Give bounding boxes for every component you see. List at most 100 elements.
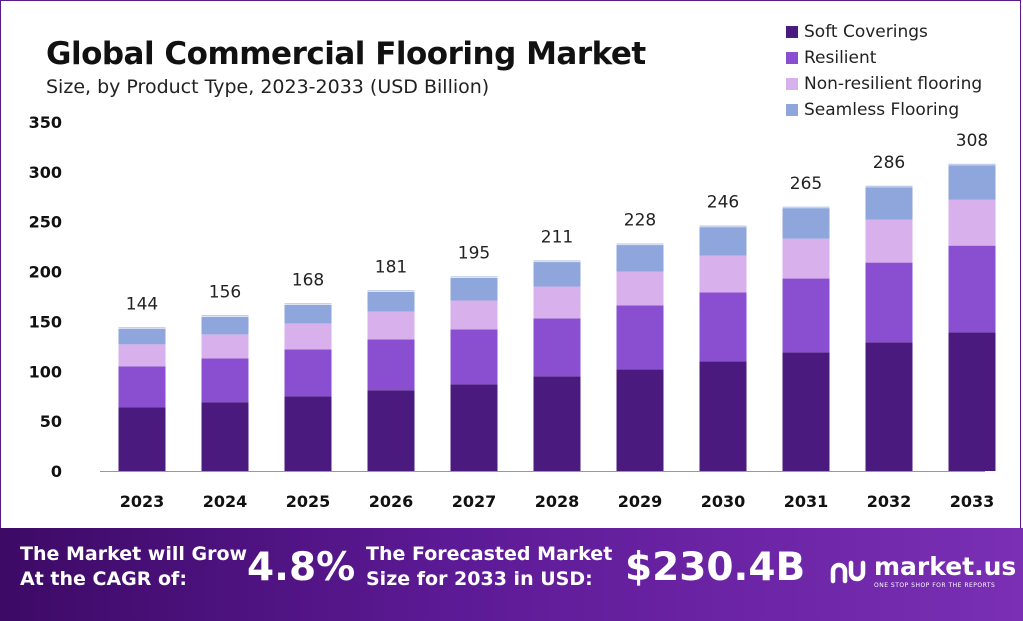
bar-segment [533, 376, 581, 471]
bar-segment [948, 245, 996, 333]
bar-segment [367, 311, 415, 340]
y-tick-label: 50 [40, 412, 62, 431]
x-tick-label: 2032 [867, 492, 912, 511]
cagr-label-line1: The Market will Grow [20, 543, 248, 565]
forecast-label-line1: The Forecasted Market [366, 543, 613, 565]
x-tick-label: 2023 [120, 492, 165, 511]
legend-label: Soft Coverings [804, 22, 928, 42]
cagr-value: 4.8% [247, 545, 356, 590]
y-tick-label: 0 [51, 462, 62, 481]
total-label: 181 [375, 258, 407, 278]
total-label: 308 [956, 131, 988, 151]
x-tick-label: 2024 [203, 492, 248, 511]
total-label: 246 [707, 193, 739, 213]
chart-subtitle: Size, by Product Type, 2023-2033 (USD Bi… [46, 76, 490, 98]
bar-segment [284, 349, 332, 397]
bar-segment [201, 402, 249, 471]
bar-segment [450, 329, 498, 385]
y-tick-label: 100 [29, 362, 62, 381]
bar-segment [865, 342, 913, 471]
bar-segment [616, 305, 664, 370]
cagr-label: The Market will Grow At the CAGR of: [20, 542, 247, 592]
bar-segment [118, 344, 166, 367]
bar-segment [865, 185, 913, 220]
logo-tagline: ONE STOP SHOP FOR THE REPORTS [874, 582, 996, 589]
y-tick-label: 250 [29, 213, 62, 232]
bar-segment [948, 163, 996, 200]
bar-chart: 0 50 100 150 200 250 300 350 144 2023 156 2024 168 20… [29, 113, 996, 511]
total-label: 211 [541, 228, 573, 248]
total-label: 265 [790, 174, 822, 194]
chart-title: Global Commercial Flooring Market [46, 36, 646, 72]
bar-segment [284, 396, 332, 471]
bar-segment [201, 315, 249, 335]
legend-label: Seamless Flooring [804, 100, 960, 120]
bar-segment [948, 332, 996, 471]
bar-segment [699, 361, 747, 471]
legend-item-soft-coverings: Soft Coverings [786, 19, 982, 45]
legend-swatch [786, 52, 798, 64]
y-tick-label: 150 [29, 312, 62, 331]
legend-item-resilient: Resilient [786, 45, 982, 71]
bar-segment [367, 290, 415, 312]
forecast-label: The Forecasted Market Size for 2033 in U… [366, 542, 612, 592]
bar-segment [201, 358, 249, 403]
legend: Soft Coverings Resilient Non-resilient f… [786, 19, 982, 123]
logo-name: market.us [874, 552, 1017, 581]
forecast-label-line2: Size for 2033 in USD: [366, 568, 593, 590]
legend-label: Non-resilient flooring [804, 74, 983, 94]
bar-segment [284, 303, 332, 324]
forecast-value: $230.4B [625, 545, 806, 590]
legend-swatch [786, 26, 798, 38]
bar-segment [450, 276, 498, 301]
bar-segment [782, 238, 830, 279]
bar-segment [616, 271, 664, 306]
bar-segment [782, 352, 830, 471]
bar-segment [616, 243, 664, 272]
total-label: 286 [873, 153, 905, 173]
y-tick-label: 300 [29, 163, 62, 182]
bar-segment [948, 199, 996, 246]
bar-segment [865, 219, 913, 263]
bar-segment [367, 390, 415, 471]
legend-item-non-resilient: Non-resilient flooring [786, 71, 982, 97]
y-tick-label: 350 [29, 113, 62, 132]
bar-segment [533, 318, 581, 377]
bar-segment [118, 407, 166, 471]
bar-segment [782, 206, 830, 239]
total-label: 228 [624, 211, 656, 231]
x-tick-label: 2028 [535, 492, 580, 511]
bar-segment [699, 292, 747, 362]
logo-icon [830, 560, 866, 583]
bar-segment [533, 286, 581, 319]
legend-label: Resilient [804, 48, 877, 68]
x-tick-label: 2026 [369, 492, 414, 511]
bar-segment [118, 327, 166, 345]
bar-segment [118, 366, 166, 408]
y-tick-label: 200 [29, 263, 62, 282]
legend-swatch [786, 78, 798, 90]
bar-segment [699, 225, 747, 256]
bar-segment [201, 334, 249, 359]
footer-banner: The Market will Grow At the CAGR of: 4.8… [0, 528, 1023, 621]
x-tick-label: 2029 [618, 492, 663, 511]
x-tick-label: 2027 [452, 492, 497, 511]
bar-segment [450, 300, 498, 330]
x-tick-label: 2031 [784, 492, 829, 511]
legend-item-seamless: Seamless Flooring [786, 97, 982, 123]
total-label: 195 [458, 244, 490, 264]
total-label: 144 [126, 294, 158, 314]
total-label: 168 [292, 270, 324, 290]
x-tick-label: 2033 [950, 492, 995, 511]
bar-segment [533, 260, 581, 287]
bar-segment [865, 262, 913, 343]
bar-segment [284, 323, 332, 350]
bar-segment [616, 369, 664, 471]
bar-segment [699, 255, 747, 293]
x-tick-label: 2025 [286, 492, 331, 511]
cagr-label-line2: At the CAGR of: [20, 568, 187, 590]
market-us-logo: market.us ONE STOP SHOP FOR THE REPORTS [830, 554, 1016, 589]
bar-segment [367, 339, 415, 391]
total-label: 156 [209, 282, 241, 302]
legend-swatch [786, 104, 798, 116]
